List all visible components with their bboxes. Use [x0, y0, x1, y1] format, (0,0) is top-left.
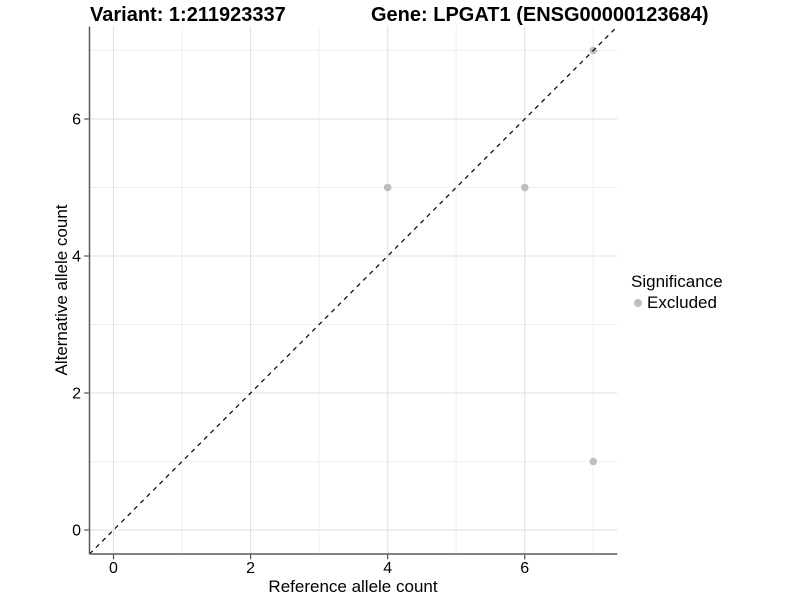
data-point [520, 183, 529, 192]
legend-item-label: Excluded [647, 293, 717, 312]
legend: Significance Excluded [631, 272, 723, 312]
excluded-point-swatch [634, 298, 642, 307]
y-tick-label: 0 [72, 523, 81, 540]
plot-title-variant: Variant: 1:211923337 [90, 4, 286, 26]
x-tick-label: 2 [246, 560, 255, 577]
x-tick-label: 6 [520, 560, 529, 577]
y-tick-label: 4 [72, 248, 81, 265]
y-tick-label: 6 [72, 111, 81, 128]
x-tick-label: 0 [109, 560, 118, 577]
legend-item-excluded: Excluded [631, 293, 723, 312]
y-axis-title: Alternative allele count [52, 204, 71, 376]
x-axis-title: Reference allele count [268, 577, 438, 596]
legend-title: Significance [631, 272, 723, 291]
x-tick-label: 4 [383, 560, 392, 577]
data-point [383, 183, 392, 192]
plot-title-gene: Gene: LPGAT1 (ENSG00000123684) [371, 4, 709, 26]
data-point [589, 457, 598, 466]
identity-line [89, 26, 618, 555]
y-tick-label: 2 [72, 386, 81, 403]
